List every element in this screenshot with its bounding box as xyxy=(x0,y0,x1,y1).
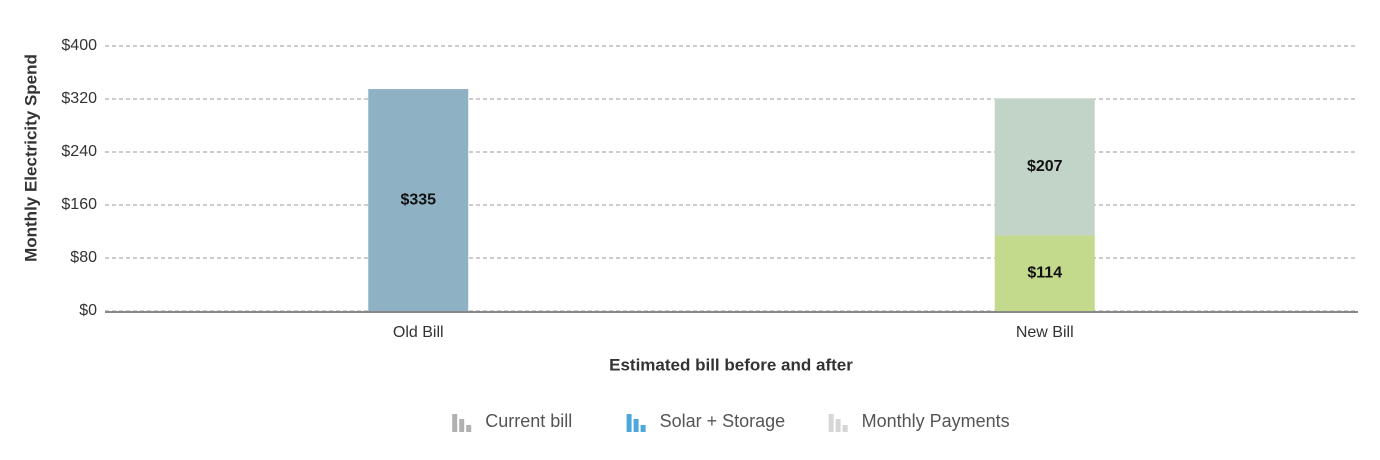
x-tick-label: New Bill xyxy=(1016,324,1074,341)
legend-icon xyxy=(828,414,834,432)
y-tick-label: $80 xyxy=(70,249,97,266)
y-tick-label: $320 xyxy=(61,90,97,107)
legend-icon xyxy=(466,425,472,432)
data-label: $207 xyxy=(1027,158,1063,175)
data-label: $335 xyxy=(400,191,436,208)
legend-icon xyxy=(459,419,465,432)
x-tick-label: Old Bill xyxy=(393,324,444,341)
bar-segment xyxy=(994,98,1095,236)
bar-segment xyxy=(994,235,1095,311)
legend-icon xyxy=(842,425,848,432)
data-label: $114 xyxy=(1027,264,1062,281)
y-tick-label: $0 xyxy=(79,302,97,319)
bar-segment xyxy=(368,89,469,311)
legend-label: Solar + Storage xyxy=(660,411,786,431)
y-axis-title: Monthly Electricity Spend xyxy=(21,54,40,262)
legend-icon xyxy=(835,419,841,432)
legend-icon xyxy=(452,414,458,432)
legend-label: Monthly Payments xyxy=(862,411,1010,431)
legend-label: Current bill xyxy=(485,411,572,431)
y-tick-label: $400 xyxy=(61,37,97,54)
legend-item[interactable]: Monthly Payments xyxy=(828,411,1010,432)
x-axis-title: Estimated bill before and after xyxy=(609,355,853,374)
legend-item[interactable]: Current bill xyxy=(452,411,572,432)
legend-icon xyxy=(640,425,646,432)
y-tick-label: $240 xyxy=(61,143,97,160)
legend-icon xyxy=(633,419,639,432)
y-tick-label: $160 xyxy=(61,196,97,213)
legend-item[interactable]: Solar + Storage xyxy=(626,411,786,432)
legend-icon xyxy=(626,414,632,432)
